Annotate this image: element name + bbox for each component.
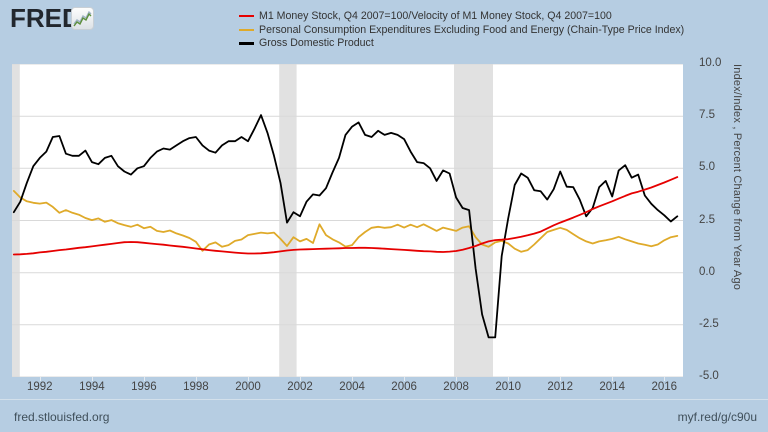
x-tick <box>300 377 301 381</box>
legend-swatch-orange <box>239 28 254 31</box>
x-tick-label: 2002 <box>287 381 313 393</box>
x-tick <box>91 377 93 381</box>
x-tick-label: 1996 <box>131 381 157 393</box>
legend-swatch-black <box>239 42 254 45</box>
x-tick-label: 2000 <box>235 381 261 393</box>
footer-divider <box>0 399 768 400</box>
x-tick-label: 2014 <box>599 381 625 393</box>
footer-short-link[interactable]: myf.red/g/c90u <box>677 410 757 424</box>
x-tick <box>560 377 562 381</box>
footer-source-link[interactable]: fred.stlouisfed.org <box>14 410 110 424</box>
x-tick <box>404 377 406 381</box>
x-tick <box>612 377 614 381</box>
legend-label: M1 Money Stock, Q4 2007=100/Velocity of … <box>259 9 612 22</box>
fred-logo-chart-icon <box>71 7 94 30</box>
y-tick-label: -2.5 <box>699 317 719 330</box>
x-tick-label: 1992 <box>27 381 53 393</box>
legend: M1 Money Stock, Q4 2007=100/Velocity of … <box>239 9 684 50</box>
legend-label: Gross Domestic Product <box>259 37 374 50</box>
x-tick-label: 2010 <box>495 381 521 393</box>
y-tick-label: 5.0 <box>699 161 715 174</box>
x-tick-label: 1994 <box>79 381 105 393</box>
x-tick <box>143 377 145 381</box>
legend-item-core-pce: Personal Consumption Expenditures Exclud… <box>239 23 684 37</box>
fred-logo-text: FRED <box>10 3 81 33</box>
legend-item-gdp: Gross Domestic Product <box>239 37 684 51</box>
x-tick <box>195 377 197 381</box>
x-tick <box>352 377 354 381</box>
x-tick-label: 2004 <box>339 381 365 393</box>
x-tick <box>248 377 249 381</box>
plot-area[interactable] <box>12 63 683 378</box>
legend-item-m1-velocity: M1 Money Stock, Q4 2007=100/Velocity of … <box>239 9 684 23</box>
y-tick-label: -5.0 <box>699 370 719 382</box>
x-tick-label: 2006 <box>391 381 417 393</box>
y-axis-title: Index/Index , Percent Change from Year A… <box>731 64 743 291</box>
x-tick-label: 1998 <box>183 381 209 393</box>
legend-label: Personal Consumption Expenditures Exclud… <box>259 23 685 36</box>
y-tick-label: 0.0 <box>699 265 715 278</box>
x-tick <box>664 377 666 381</box>
chart-svg <box>12 63 683 378</box>
y-tick-label: 7.5 <box>699 109 715 122</box>
x-tick-label: 2008 <box>443 381 469 393</box>
core-pce-line <box>12 190 679 253</box>
x-tick <box>39 377 41 381</box>
x-tick-label: 2016 <box>651 381 678 393</box>
m1-velocity-ratio-line <box>12 176 679 256</box>
x-tick <box>508 377 510 381</box>
legend-swatch-red <box>239 14 254 17</box>
x-tick <box>456 377 458 381</box>
y-tick-label: 10.0 <box>699 57 722 69</box>
x-tick-label: 2012 <box>547 381 573 393</box>
y-tick-label: 2.5 <box>699 213 715 226</box>
gdp-line <box>12 114 679 339</box>
